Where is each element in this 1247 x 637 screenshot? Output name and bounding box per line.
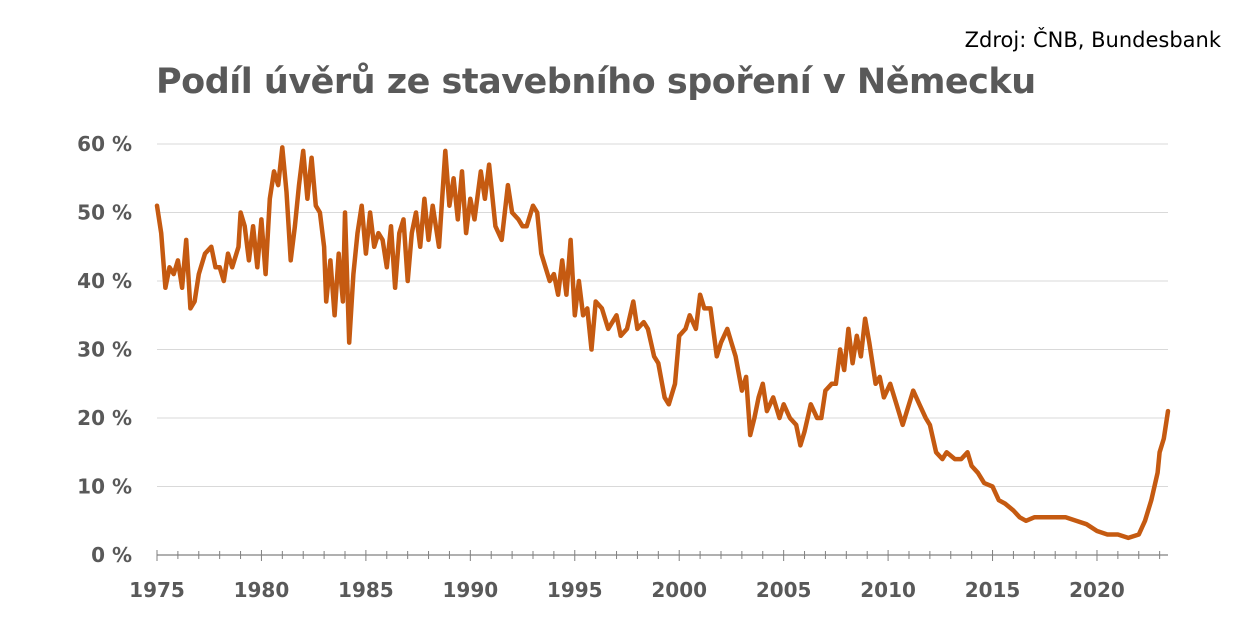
source-note: Zdroj: ČNB, Bundesbank <box>964 28 1221 52</box>
x-tick-label: 1985 <box>338 578 394 602</box>
x-tick-label: 1980 <box>234 578 290 602</box>
y-tick-label: 60 % <box>77 132 132 156</box>
x-tick-label: 2005 <box>756 578 812 602</box>
x-tick-label: 1975 <box>129 578 185 602</box>
y-tick-label: 20 % <box>77 406 132 430</box>
x-tick-label: 1990 <box>442 578 498 602</box>
x-tick-label: 2010 <box>860 578 916 602</box>
y-tick-label: 40 % <box>77 269 132 293</box>
x-tick-label: 2015 <box>965 578 1021 602</box>
y-tick-label: 30 % <box>77 338 132 362</box>
x-tick-label: 2020 <box>1069 578 1125 602</box>
chart-title: Podíl úvěrů ze stavebního spoření v Něme… <box>156 62 1036 102</box>
y-tick-label: 10 % <box>77 475 132 499</box>
x-tick-label: 1995 <box>547 578 603 602</box>
x-tick-label: 2000 <box>651 578 707 602</box>
y-tick-label: 0 % <box>91 543 132 567</box>
series-line <box>154 145 1171 541</box>
y-tick-label: 50 % <box>77 201 132 225</box>
